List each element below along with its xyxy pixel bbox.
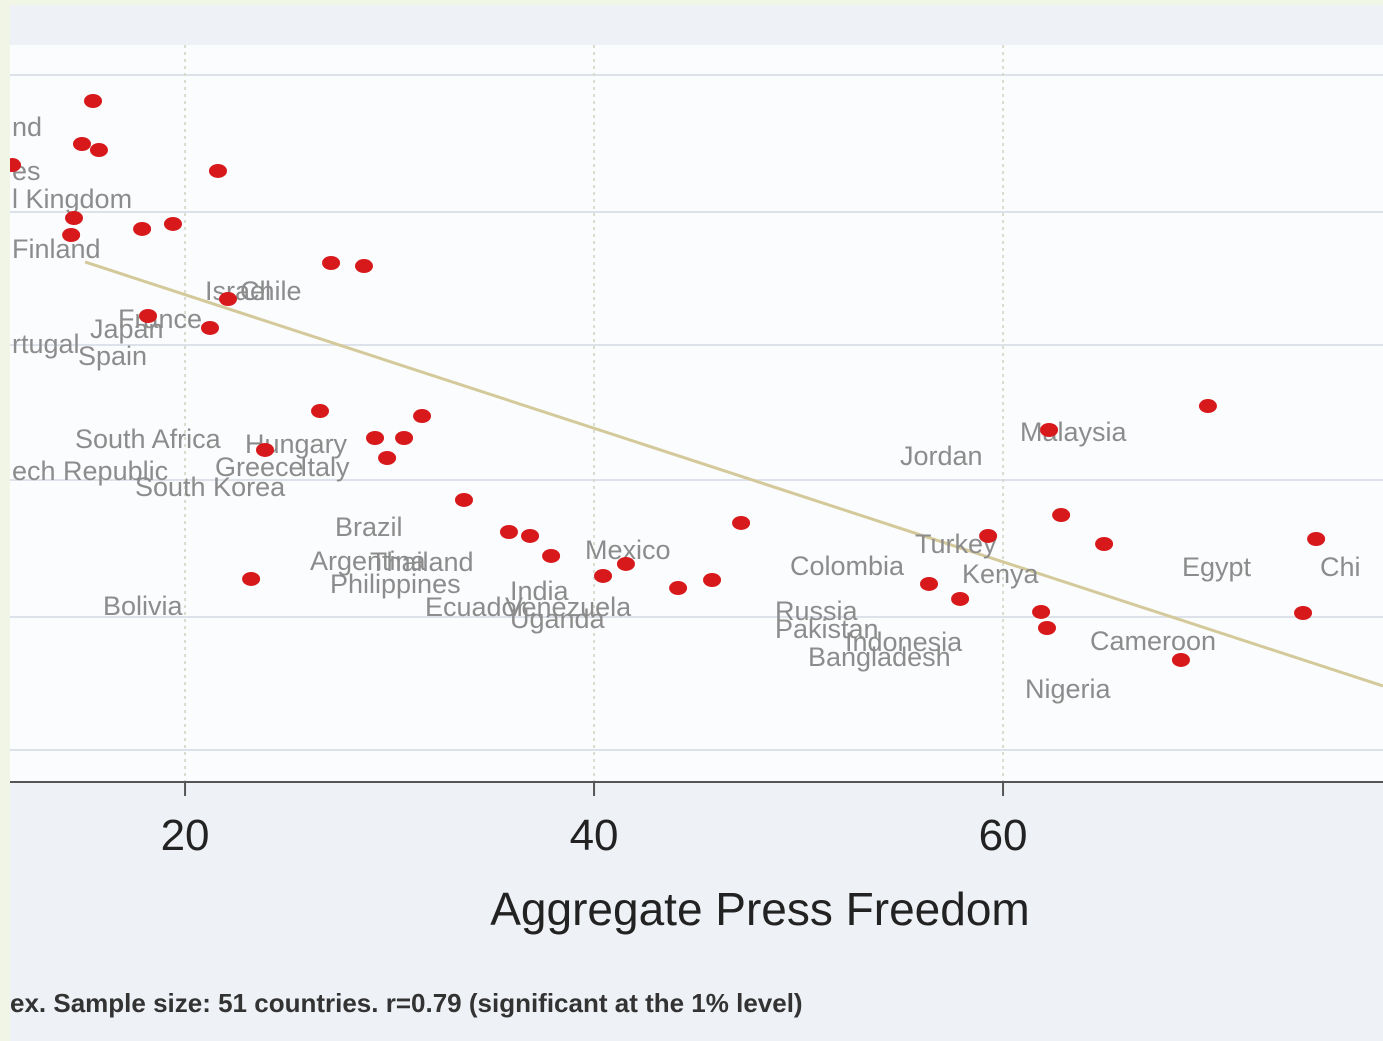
point-label: nd (12, 112, 42, 142)
point (256, 442, 275, 457)
point-label: Venezuela (505, 592, 632, 622)
point (322, 256, 341, 271)
point (1040, 422, 1059, 437)
point-label: Israel (205, 276, 271, 306)
point-label: Chi (1320, 552, 1361, 582)
point (200, 320, 219, 335)
point-label: Finland (12, 234, 101, 264)
point (89, 143, 108, 158)
point-label: Argentina (310, 546, 427, 576)
point (139, 308, 158, 323)
x-axis-title: Aggregate Press Freedom (490, 883, 1030, 935)
point (1038, 621, 1057, 636)
point-label: Uganda (510, 604, 606, 634)
point (1032, 604, 1051, 619)
point-label: Chile (240, 276, 302, 306)
point (951, 591, 970, 606)
point (521, 528, 540, 543)
point (84, 94, 103, 109)
point (1052, 508, 1071, 523)
point (1307, 531, 1326, 546)
point (133, 221, 152, 236)
point (732, 515, 751, 530)
point-label: Russia (775, 596, 859, 626)
point (1294, 606, 1313, 621)
point-label: Cameroon (1090, 626, 1216, 656)
point-label: Malaysia (1020, 417, 1128, 447)
point (454, 492, 473, 507)
footnote: ex. Sample size: 51 countries. r=0.79 (s… (10, 988, 803, 1018)
point (354, 259, 373, 274)
plot-area (10, 45, 1383, 782)
point (208, 163, 227, 178)
point (499, 525, 518, 540)
point (62, 227, 81, 242)
point-label: Italy (300, 452, 350, 482)
point (616, 556, 635, 571)
point (1171, 652, 1190, 667)
x-tick-label: 60 (979, 811, 1028, 860)
point-label: Egypt (1182, 552, 1252, 582)
point-label: Philippines (330, 569, 461, 599)
point-label: Nigeria (1025, 674, 1112, 704)
point-label: France (118, 304, 202, 334)
point-label: Bolivia (103, 591, 184, 621)
point-label: Spain (78, 341, 147, 371)
point (311, 404, 330, 419)
point-label: Bangladesh (808, 642, 951, 672)
point (669, 581, 688, 596)
fit-line (84, 260, 1383, 688)
point-label: India (510, 576, 570, 606)
point-label: l Kingdom (12, 184, 132, 214)
point (413, 409, 432, 424)
point-label: South Korea (135, 472, 286, 502)
point (395, 431, 414, 446)
point (378, 450, 397, 465)
point (594, 568, 613, 583)
x-tick-label: 20 (161, 811, 210, 860)
point-label: ech Republic (12, 456, 168, 486)
point-label: rtugal (12, 329, 80, 359)
point (366, 431, 385, 446)
point-label: Indonesia (845, 627, 963, 657)
point (218, 292, 237, 307)
point (920, 576, 939, 591)
point (1095, 536, 1114, 551)
point-label: Ecuador (425, 592, 526, 622)
point-label: Pakistan (775, 614, 879, 644)
point (10, 158, 22, 173)
point-label: Thailand (370, 547, 474, 577)
point (72, 137, 91, 152)
point (65, 211, 84, 226)
horizontal-grid (10, 74, 1383, 751)
point (979, 528, 998, 543)
point-label: Colombia (790, 551, 905, 581)
x-tick-label: 40 (570, 811, 619, 860)
point-label: Jordan (900, 441, 983, 471)
point-label: South Africa (75, 424, 222, 454)
point (1198, 399, 1217, 414)
point-label: Brazil (335, 512, 403, 542)
point (542, 548, 561, 563)
point-label: Kenya (962, 559, 1040, 589)
point (703, 573, 722, 588)
point (163, 216, 182, 231)
point (242, 571, 261, 586)
point-label: Greece (215, 452, 304, 482)
